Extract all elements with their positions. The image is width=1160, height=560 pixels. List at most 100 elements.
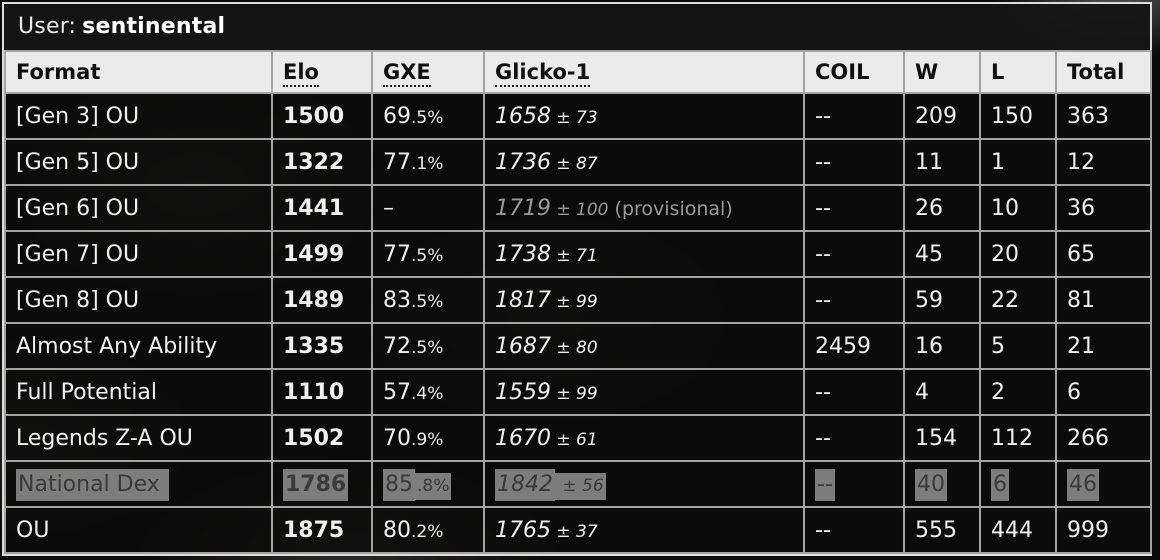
- total-value: 46: [1067, 468, 1099, 501]
- gxe-value-decimal: .2%: [411, 521, 444, 542]
- elo-value: 1322: [283, 149, 345, 175]
- format-name: Legends Z-A OU: [16, 425, 193, 451]
- gxe-value-decimal: .1%: [411, 153, 444, 174]
- losses-cell: 6: [979, 460, 1057, 508]
- total-cell: 6: [1055, 368, 1152, 416]
- wins-value: 59: [915, 287, 943, 313]
- losses-value: 1: [991, 149, 1005, 175]
- total-cell: 266: [1055, 414, 1152, 462]
- losses-cell: 10: [979, 184, 1057, 232]
- glicko-cell: 1738 ± 71: [483, 230, 805, 278]
- glicko-rating: 1736: [495, 149, 551, 175]
- format-name: Full Potential: [16, 379, 157, 405]
- coil-value: --: [815, 468, 835, 501]
- coil-cell: --: [803, 138, 905, 186]
- elo-cell: 1489: [271, 276, 373, 324]
- wins-value: 45: [915, 241, 943, 267]
- coil-value: --: [815, 287, 831, 313]
- coil-cell: --: [803, 230, 905, 278]
- format-name: [Gen 3] OU: [16, 103, 140, 129]
- gxe-value-decimal: .5%: [411, 291, 444, 312]
- format-name: OU: [16, 517, 50, 543]
- glicko-deviation: ± 80: [551, 337, 598, 358]
- wins-cell: 11: [903, 138, 981, 186]
- wins-value: 11: [915, 149, 943, 175]
- format-name: [Gen 6] OU: [16, 195, 140, 221]
- glicko-provisional-note: (provisional): [608, 197, 733, 220]
- glicko-rating: 1719: [495, 195, 551, 221]
- gxe-value: 80: [383, 517, 411, 543]
- column-header-label: W: [915, 60, 939, 84]
- total-value: 12: [1067, 149, 1095, 175]
- losses-value: 150: [991, 103, 1033, 129]
- coil-cell: --: [803, 506, 905, 554]
- wins-cell: 26: [903, 184, 981, 232]
- format-name: [Gen 7] OU: [16, 241, 140, 267]
- coil-value: --: [815, 149, 831, 175]
- gxe-value-decimal: .4%: [411, 383, 444, 404]
- gxe-cell: 72.5%: [371, 322, 485, 370]
- column-header-format: Format: [4, 50, 273, 94]
- glicko-deviation: ± 87: [551, 153, 598, 174]
- elo-cell: 1335: [271, 322, 373, 370]
- table-row: [Gen 8] OU 1489 83.5% 1817 ± 99 -- 59 22 81: [4, 276, 1152, 324]
- coil-value: --: [815, 425, 831, 451]
- elo-cell: 1110: [271, 368, 373, 416]
- wins-cell: 45: [903, 230, 981, 278]
- elo-cell: 1441: [271, 184, 373, 232]
- coil-cell: --: [803, 460, 905, 508]
- ladder-table: Format Elo GXE Glicko-1 COIL W L Total [Gen 3] …: [4, 50, 1152, 554]
- glicko-rating: 1658: [495, 103, 551, 129]
- format-cell: [Gen 6] OU: [4, 184, 273, 232]
- format-name: National Dex: [16, 468, 169, 501]
- losses-value: 22: [991, 287, 1019, 313]
- column-header-l: L: [979, 50, 1057, 94]
- table-row: [Gen 3] OU 1500 69.5% 1658 ± 73 -- 209 150 363: [4, 92, 1152, 140]
- glicko-deviation: ± 56: [555, 472, 606, 500]
- wins-cell: 59: [903, 276, 981, 324]
- total-cell: 81: [1055, 276, 1152, 324]
- gxe-value-decimal: .5%: [411, 245, 444, 266]
- glicko-cell: 1736 ± 87: [483, 138, 805, 186]
- table-row: [Gen 5] OU 1322 77.1% 1736 ± 87 -- 11 1 12: [4, 138, 1152, 186]
- coil-cell: --: [803, 184, 905, 232]
- coil-value: 2459: [815, 333, 871, 359]
- coil-value: --: [815, 195, 831, 221]
- elo-value: 1441: [283, 195, 345, 221]
- column-header-label: COIL: [815, 60, 870, 84]
- glicko-rating: 1817: [495, 287, 551, 313]
- gxe-value-decimal: .5%: [411, 337, 444, 358]
- elo-cell: 1502: [271, 414, 373, 462]
- glicko-rating: 1559: [495, 379, 551, 405]
- losses-cell: 5: [979, 322, 1057, 370]
- total-value: 6: [1067, 379, 1081, 405]
- coil-value: --: [815, 241, 831, 267]
- wins-cell: 40: [903, 460, 981, 508]
- elo-value: 1110: [283, 379, 345, 405]
- table-row: [Gen 6] OU 1441–1719 ± 100 (provisional) -…: [4, 184, 1152, 232]
- gxe-value: 57: [383, 379, 411, 405]
- total-cell: 46: [1055, 460, 1152, 508]
- gxe-value: 70: [383, 425, 411, 451]
- total-value: 999: [1067, 517, 1109, 543]
- total-cell: 21: [1055, 322, 1152, 370]
- column-header-label: Total: [1067, 60, 1125, 84]
- elo-value: 1335: [283, 333, 345, 359]
- total-cell: 12: [1055, 138, 1152, 186]
- wins-cell: 4: [903, 368, 981, 416]
- gxe-cell: 77.1%: [371, 138, 485, 186]
- wins-value: 555: [915, 517, 957, 543]
- coil-cell: --: [803, 414, 905, 462]
- gxe-value: 83: [383, 287, 411, 313]
- column-header-coil: COIL: [803, 50, 905, 94]
- glicko-cell: 1719 ± 100 (provisional): [483, 184, 805, 232]
- format-name: Almost Any Ability: [16, 333, 218, 359]
- elo-value: 1499: [283, 241, 345, 267]
- total-value: 36: [1067, 195, 1095, 221]
- glicko-rating: 1765: [495, 517, 551, 543]
- coil-value: --: [815, 379, 831, 405]
- gxe-value-decimal: .5%: [411, 107, 444, 128]
- elo-cell: 1499: [271, 230, 373, 278]
- elo-value: 1875: [283, 517, 345, 543]
